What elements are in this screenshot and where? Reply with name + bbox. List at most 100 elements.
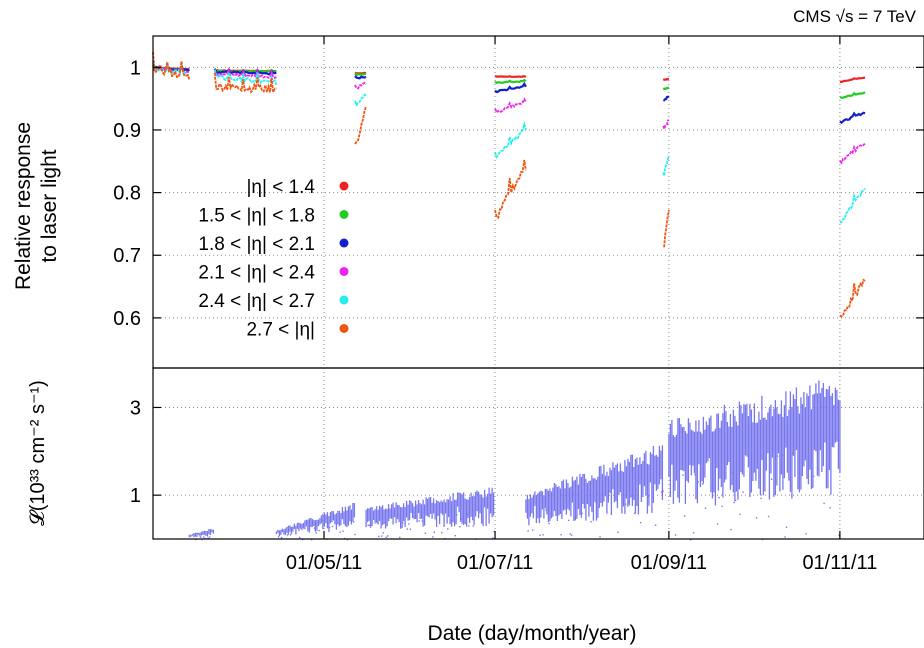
x-axis-ticks: 01/05/11 01/07/11 01/09/11 01/11/11	[286, 36, 877, 574]
luminosity-dot	[599, 536, 601, 538]
luminosity-dot	[581, 512, 583, 515]
luminosity-dot	[624, 503, 627, 505]
series-segment	[839, 91, 866, 99]
luminosity-dot	[689, 539, 692, 541]
luminosity-dot	[472, 525, 474, 527]
luminosity-dot	[630, 494, 633, 497]
bottom-y-tick-label: 1	[130, 485, 141, 507]
x-tick-label: 01/07/11	[457, 552, 533, 574]
top-y-tick-label: 0.7	[113, 245, 141, 267]
luminosity-dot	[567, 519, 570, 522]
luminosity-dot	[459, 526, 461, 528]
luminosity-dot	[385, 536, 387, 538]
luminosity-dot	[195, 538, 197, 541]
luminosity-dot	[315, 532, 317, 534]
luminosity-dot	[776, 455, 779, 457]
series-segment	[839, 76, 866, 84]
x-tick-label: 01/09/11	[631, 552, 707, 574]
bottom-panel: 13	[130, 367, 924, 541]
series-segment	[354, 75, 367, 80]
luminosity-dot	[328, 526, 331, 529]
legend-marker	[339, 324, 349, 333]
luminosity-dot	[739, 513, 741, 515]
luminosity-dot	[406, 528, 408, 530]
luminosity-dot	[313, 527, 316, 529]
luminosity-dot	[493, 530, 495, 533]
bottom-y-tick-label: 3	[130, 397, 141, 419]
x-axis-label: Date (day/month/year)	[428, 622, 637, 645]
luminosity-dot	[683, 515, 686, 517]
series-segment	[663, 209, 670, 248]
luminosity-dot	[812, 475, 815, 477]
top-panel: |η| < 1.4 1.5 < |η| < 1.8 1.8 < |η| < 2.1 2…	[113, 35, 924, 369]
luminosity-dot	[208, 536, 211, 538]
luminosity-dot	[770, 478, 773, 480]
series-segment	[213, 72, 277, 96]
luminosity-dot	[352, 521, 355, 523]
luminosity-period	[668, 380, 841, 541]
legend-marker	[339, 238, 349, 248]
legend-label: |η| < 1.4	[246, 177, 315, 198]
luminosity-dot	[286, 534, 289, 536]
luminosity-dot	[639, 521, 642, 524]
series-segment	[213, 67, 277, 80]
luminosity-dot	[381, 535, 383, 537]
luminosity-dot	[692, 532, 695, 534]
luminosity-dot	[387, 535, 389, 537]
luminosity-dot	[202, 536, 205, 538]
luminosity-dot	[409, 528, 411, 530]
series-segment	[662, 119, 670, 132]
luminosity-dot	[791, 452, 794, 455]
luminosity-dot	[421, 520, 423, 522]
legend-label: 1.5 < |η| < 1.8	[198, 206, 315, 227]
luminosity-dot	[627, 502, 630, 504]
luminosity-dot	[721, 505, 723, 508]
x-tick-label: 01/05/11	[286, 552, 362, 574]
luminosity-dot	[468, 525, 470, 527]
luminosity-dot	[594, 501, 597, 503]
luminosity-dot	[367, 524, 369, 527]
series-segment	[839, 142, 866, 165]
luminosity-dot	[838, 534, 840, 536]
luminosity-dot	[617, 531, 619, 533]
legend-label: 1.8 < |η| < 2.1	[198, 234, 315, 255]
legend-label: 2.4 < |η| < 2.7	[198, 291, 315, 312]
luminosity-period	[525, 445, 664, 538]
luminosity-dot	[408, 523, 410, 525]
series-segment	[662, 77, 670, 81]
luminosity-dot	[548, 522, 550, 525]
chart-header: CMS √s = 7 TeV	[793, 7, 917, 26]
luminosity-dot	[573, 517, 576, 519]
luminosity-dot	[704, 507, 707, 509]
luminosity-dot	[734, 499, 737, 502]
luminosity-dot	[730, 529, 732, 531]
luminosity-dot	[829, 507, 831, 509]
luminosity-dot	[466, 513, 468, 516]
luminosity-dot	[785, 526, 788, 528]
luminosity-dot	[378, 535, 380, 538]
luminosity-dot	[433, 531, 435, 533]
luminosity-dot	[402, 522, 404, 524]
luminosity-dot	[418, 520, 420, 522]
bottom-plot-frame	[152, 367, 924, 540]
luminosity-dot	[527, 530, 529, 532]
luminosity-series	[188, 380, 841, 541]
luminosity-period	[188, 529, 215, 541]
luminosity-dot	[682, 474, 684, 476]
luminosity-dot	[456, 514, 458, 516]
luminosity-dot	[633, 512, 636, 514]
luminosity-dot	[560, 534, 562, 536]
series-segment	[213, 69, 278, 86]
series-segment	[494, 81, 527, 94]
series-segment	[354, 72, 367, 77]
luminosity-dot	[597, 506, 600, 509]
luminosity-dot	[318, 529, 320, 532]
luminosity-dot	[441, 531, 443, 534]
top-ticks: 0.6 0.7 0.8 0.9 1	[113, 57, 924, 330]
luminosity-dot	[755, 517, 758, 519]
legend-marker	[339, 210, 349, 219]
series-segment	[839, 187, 866, 224]
luminosity-dot	[570, 534, 573, 536]
series-segment	[494, 121, 527, 160]
